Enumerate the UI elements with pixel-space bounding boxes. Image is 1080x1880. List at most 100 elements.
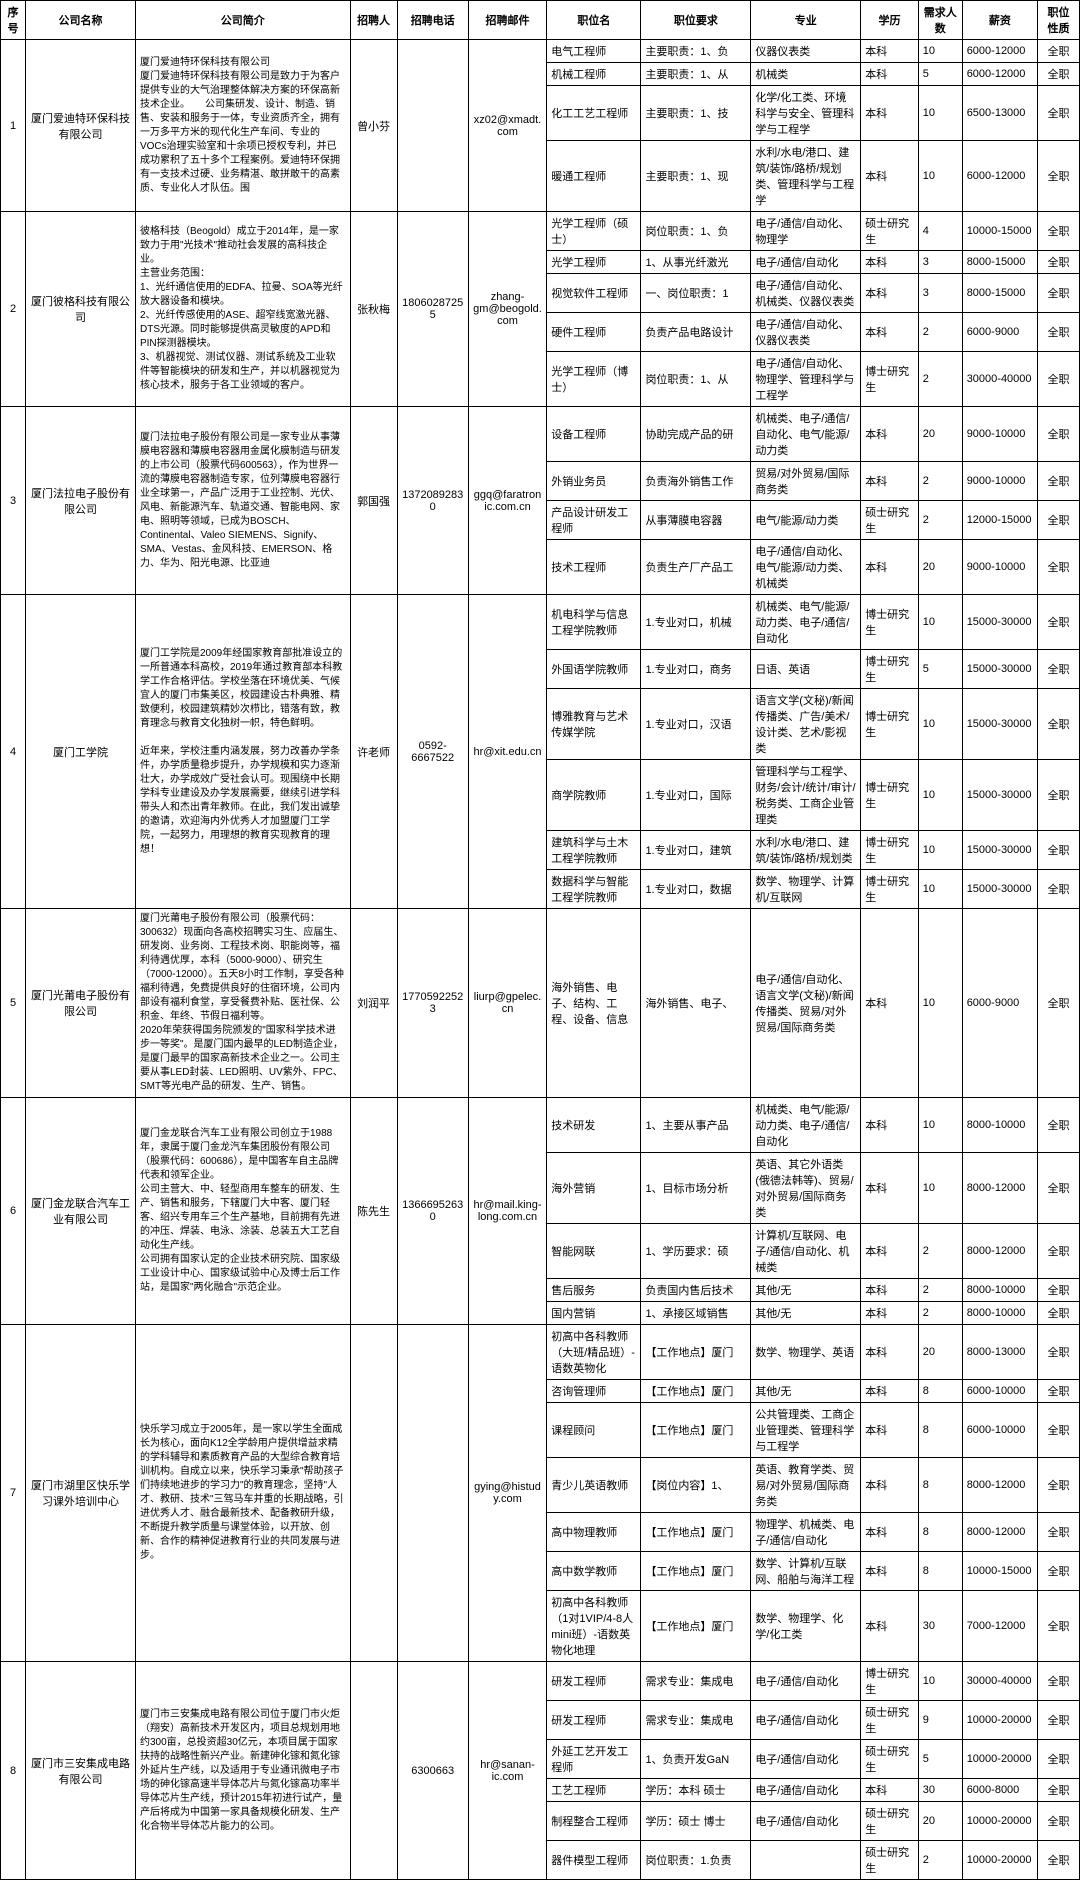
table-body: 1厦门爱迪特环保科技有限公司厦门爱迪特环保科技有限公司厦门爱迪特环保科技有限公司… bbox=[1, 40, 1080, 1880]
cell: 初高中各科教师（大班/精品班）-语数英物化 bbox=[547, 1325, 641, 1380]
cell: 产品设计研发工程师 bbox=[547, 501, 641, 540]
cell: 全职 bbox=[1038, 1279, 1080, 1302]
column-header: 招聘邮件 bbox=[468, 1, 546, 40]
cell: 器件模型工程师 bbox=[547, 1841, 641, 1880]
cell: 本科 bbox=[861, 141, 919, 212]
cell: 8000-10000 bbox=[962, 1098, 1037, 1153]
cell: 8000-13000 bbox=[962, 1325, 1037, 1380]
cell: 全职 bbox=[1038, 313, 1080, 352]
cell: 13720892830 bbox=[397, 407, 468, 595]
cell: 本科 bbox=[861, 274, 919, 313]
cell: 厦门市三安集成电路有限公司 bbox=[26, 1662, 136, 1880]
table-row: 7厦门市湖里区快乐学习课外培训中心快乐学习成立于2005年，是一家以学生全面成长… bbox=[1, 1325, 1080, 1380]
cell: 电子/通信/自动化、仪器仪表类 bbox=[751, 313, 861, 352]
cell: 博士研究生 bbox=[861, 689, 919, 760]
column-header: 公司简介 bbox=[135, 1, 350, 40]
recruitment-table: 序号公司名称公司简介招聘人招聘电话招聘邮件职位名职位要求专业学历需求人数薪资职位… bbox=[0, 0, 1080, 1880]
cell: 本科 bbox=[861, 909, 919, 1098]
cell: 2 bbox=[918, 1279, 962, 1302]
cell: 本科 bbox=[861, 1779, 919, 1802]
cell: 本科 bbox=[861, 1403, 919, 1458]
cell: 5 bbox=[918, 1740, 962, 1779]
cell: 2 bbox=[918, 1302, 962, 1325]
cell: 1、从事光纤激光 bbox=[641, 251, 751, 274]
cell: 设备工程师 bbox=[547, 407, 641, 462]
cell: 初高中各科教师（1对1VIP/4-8人mini班）-语数英物化地理 bbox=[547, 1591, 641, 1662]
cell: 博士研究生 bbox=[861, 760, 919, 831]
cell: 本科 bbox=[861, 40, 919, 63]
cell: 2 bbox=[918, 1841, 962, 1880]
cell: 售后服务 bbox=[547, 1279, 641, 1302]
cell: 贸易/对外贸易/国际商务类 bbox=[751, 462, 861, 501]
cell: 学历：硕士 博士 bbox=[641, 1802, 751, 1841]
cell: 管理科学与工程学、财务/会计/统计/审计/税务类、工商企业管理类 bbox=[751, 760, 861, 831]
cell: 【工作地点】厦门 bbox=[641, 1513, 751, 1552]
cell: 仪器仪表类 bbox=[751, 40, 861, 63]
cell: 硕士研究生 bbox=[861, 1701, 919, 1740]
table-row: 6厦门金龙联合汽车工业有限公司厦门金龙联合汽车工业有限公司创立于1988年，隶属… bbox=[1, 1098, 1080, 1153]
cell: 10000-20000 bbox=[962, 1802, 1037, 1841]
cell: 6300663 bbox=[397, 1662, 468, 1880]
cell: 机械类、电子/通信/自动化、电气/能源/动力类 bbox=[751, 407, 861, 462]
cell: 1、负责开发GaN bbox=[641, 1740, 751, 1779]
cell: 电子/通信/自动化 bbox=[751, 1701, 861, 1740]
header-row: 序号公司名称公司简介招聘人招聘电话招聘邮件职位名职位要求专业学历需求人数薪资职位… bbox=[1, 1, 1080, 40]
cell: 10 bbox=[918, 689, 962, 760]
cell: 8000-12000 bbox=[962, 1153, 1037, 1224]
cell: 本科 bbox=[861, 1098, 919, 1153]
cell: 全职 bbox=[1038, 1513, 1080, 1552]
cell: 研发工程师 bbox=[547, 1701, 641, 1740]
cell: 厦门爱迪特环保科技有限公司厦门爱迪特环保科技有限公司是致力于为客户提供专业的大气… bbox=[135, 40, 350, 212]
cell: 【岗位内容】1、 bbox=[641, 1458, 751, 1513]
cell: 18060287255 bbox=[397, 212, 468, 407]
cell: 10 bbox=[918, 909, 962, 1098]
cell: 海外销售、电子、 bbox=[641, 909, 751, 1098]
table-row: 8厦门市三安集成电路有限公司厦门市三安集成电路有限公司位于厦门市火炬（翔安）高新… bbox=[1, 1662, 1080, 1701]
cell: 全职 bbox=[1038, 462, 1080, 501]
cell: 计算机/互联网、电子/通信/自动化、机械类 bbox=[751, 1224, 861, 1279]
cell: 海外营销 bbox=[547, 1153, 641, 1224]
cell: 智能网联 bbox=[547, 1224, 641, 1279]
cell: 厦门市三安集成电路有限公司位于厦门市火炬（翔安）高新技术开发区内，项目总规划用地… bbox=[135, 1662, 350, 1880]
column-header: 职位性质 bbox=[1038, 1, 1080, 40]
cell: 硕士研究生 bbox=[861, 212, 919, 251]
cell: 其他/无 bbox=[751, 1279, 861, 1302]
cell: 全职 bbox=[1038, 1325, 1080, 1380]
cell: 4 bbox=[918, 212, 962, 251]
cell: 2 bbox=[918, 1224, 962, 1279]
cell: 博士研究生 bbox=[861, 870, 919, 909]
cell: 一、岗位职责：1 bbox=[641, 274, 751, 313]
cell: 机械类 bbox=[751, 63, 861, 86]
cell bbox=[397, 40, 468, 212]
cell: 15000-30000 bbox=[962, 870, 1037, 909]
cell: 13666952630 bbox=[397, 1098, 468, 1325]
cell: 海外销售、电子、结构、工程、设备、信息 bbox=[547, 909, 641, 1098]
cell: 负责生产厂产品工 bbox=[641, 540, 751, 595]
cell: 博雅教育与艺术传媒学院 bbox=[547, 689, 641, 760]
column-header: 需求人数 bbox=[918, 1, 962, 40]
cell: 5 bbox=[918, 63, 962, 86]
cell bbox=[397, 1325, 468, 1662]
cell: 电子/通信/自动化 bbox=[751, 1662, 861, 1701]
cell: 本科 bbox=[861, 540, 919, 595]
cell: 水利/水电/港口、建筑/装饰/路桥/规划类 bbox=[751, 831, 861, 870]
cell: 主要职责：1、技 bbox=[641, 86, 751, 141]
cell: 刘润平 bbox=[350, 909, 397, 1098]
cell: 主要职责：1、现 bbox=[641, 141, 751, 212]
cell: 厦门光莆电子股份有限公司（股票代码：300632）现面向各高校招聘实习生、应届生… bbox=[135, 909, 350, 1098]
cell: 20 bbox=[918, 407, 962, 462]
cell: 全职 bbox=[1038, 407, 1080, 462]
column-header: 学历 bbox=[861, 1, 919, 40]
cell: 光学工程师 bbox=[547, 251, 641, 274]
cell: 全职 bbox=[1038, 831, 1080, 870]
cell: xz02@xmadt.com bbox=[468, 40, 546, 212]
cell: 全职 bbox=[1038, 63, 1080, 86]
cell: 公共管理类、工商企业管理类、管理科学与工程学 bbox=[751, 1403, 861, 1458]
table-row: 1厦门爱迪特环保科技有限公司厦门爱迪特环保科技有限公司厦门爱迪特环保科技有限公司… bbox=[1, 40, 1080, 63]
cell: 3 bbox=[918, 274, 962, 313]
cell: 10 bbox=[918, 760, 962, 831]
cell: 10000-15000 bbox=[962, 212, 1037, 251]
cell: 硕士研究生 bbox=[861, 501, 919, 540]
cell: 10 bbox=[918, 595, 962, 650]
cell: 外销业务员 bbox=[547, 462, 641, 501]
